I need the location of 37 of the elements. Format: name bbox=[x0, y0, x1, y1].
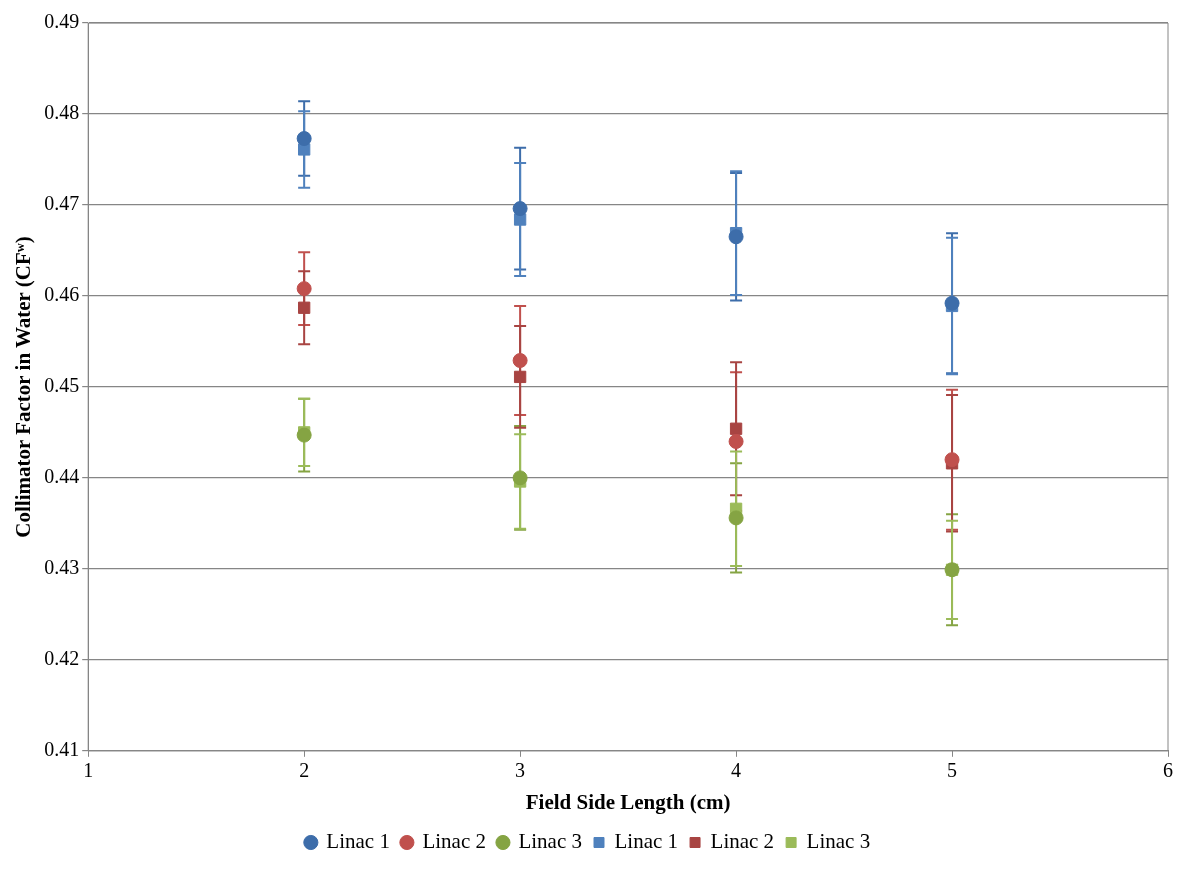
x-tick-label: 1 bbox=[83, 759, 94, 782]
y-tick-label: 0.48 bbox=[44, 101, 80, 124]
point bbox=[512, 470, 528, 486]
point bbox=[296, 427, 312, 443]
y-tick-label: 0.42 bbox=[44, 647, 80, 670]
point bbox=[298, 301, 311, 314]
point bbox=[728, 510, 744, 526]
point bbox=[513, 370, 527, 384]
y-tick-label: 0.44 bbox=[44, 465, 80, 488]
x-tick-label: 4 bbox=[731, 759, 742, 782]
legend-label: Linac 1 bbox=[326, 829, 390, 854]
point bbox=[728, 229, 744, 245]
y-axis-title: Collimator Factor in Water (CFʷ) bbox=[11, 236, 36, 538]
x-tick-label: 2 bbox=[299, 759, 310, 782]
legend-label: Linac 1 bbox=[614, 829, 679, 854]
point bbox=[296, 281, 312, 297]
point bbox=[728, 433, 744, 449]
point bbox=[944, 452, 960, 468]
point bbox=[944, 295, 960, 311]
y-tick-label: 0.45 bbox=[44, 374, 80, 397]
legend-label: Linac 2 bbox=[710, 829, 775, 854]
y-tick-label: 0.46 bbox=[44, 283, 80, 306]
point bbox=[512, 353, 528, 369]
x-tick-label: 5 bbox=[947, 759, 958, 782]
point bbox=[512, 201, 528, 217]
legend-label: Linac 3 bbox=[806, 829, 871, 854]
x-axis-title: Field Side Length (cm) bbox=[525, 789, 731, 814]
x-tick-label: 6 bbox=[1163, 759, 1173, 782]
x-tick-label: 3 bbox=[515, 759, 526, 782]
legend-label: Linac 3 bbox=[518, 829, 583, 854]
point bbox=[729, 422, 743, 435]
y-tick-label: 0.49 bbox=[44, 10, 80, 33]
y-tick-label: 0.43 bbox=[44, 556, 80, 579]
y-tick-label: 0.47 bbox=[44, 192, 80, 215]
legend-label: Linac 2 bbox=[422, 829, 486, 854]
point bbox=[296, 131, 312, 147]
y-tick-label: 0.41 bbox=[44, 738, 80, 761]
